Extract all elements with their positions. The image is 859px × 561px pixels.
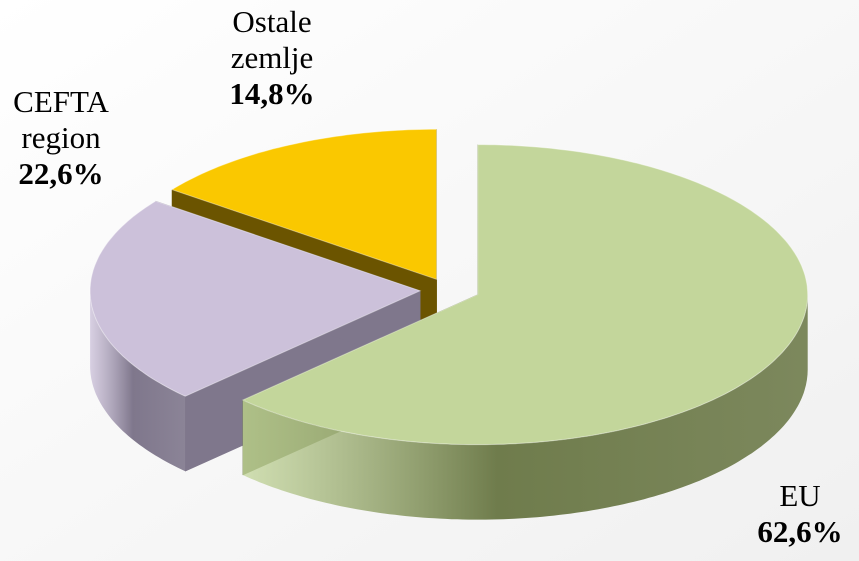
category-label: CEFTA region xyxy=(13,84,109,155)
label-cefta: CEFTA region 22,6% xyxy=(0,84,122,192)
slice xyxy=(241,144,809,520)
label-ostale: Ostale zemlje 14,8% xyxy=(212,4,332,112)
label-eu: EU 62,6% xyxy=(745,478,855,550)
slice-side xyxy=(90,290,186,472)
slice-top xyxy=(241,144,809,446)
category-label: EU xyxy=(779,478,821,513)
slice-top xyxy=(89,200,422,397)
category-label: Ostale zemlje xyxy=(230,4,314,75)
slice-top xyxy=(170,128,437,280)
value-label: 62,6% xyxy=(757,514,843,549)
value-label: 22,6% xyxy=(18,156,104,191)
value-label: 14,8% xyxy=(229,76,315,111)
slice-side xyxy=(242,294,808,520)
